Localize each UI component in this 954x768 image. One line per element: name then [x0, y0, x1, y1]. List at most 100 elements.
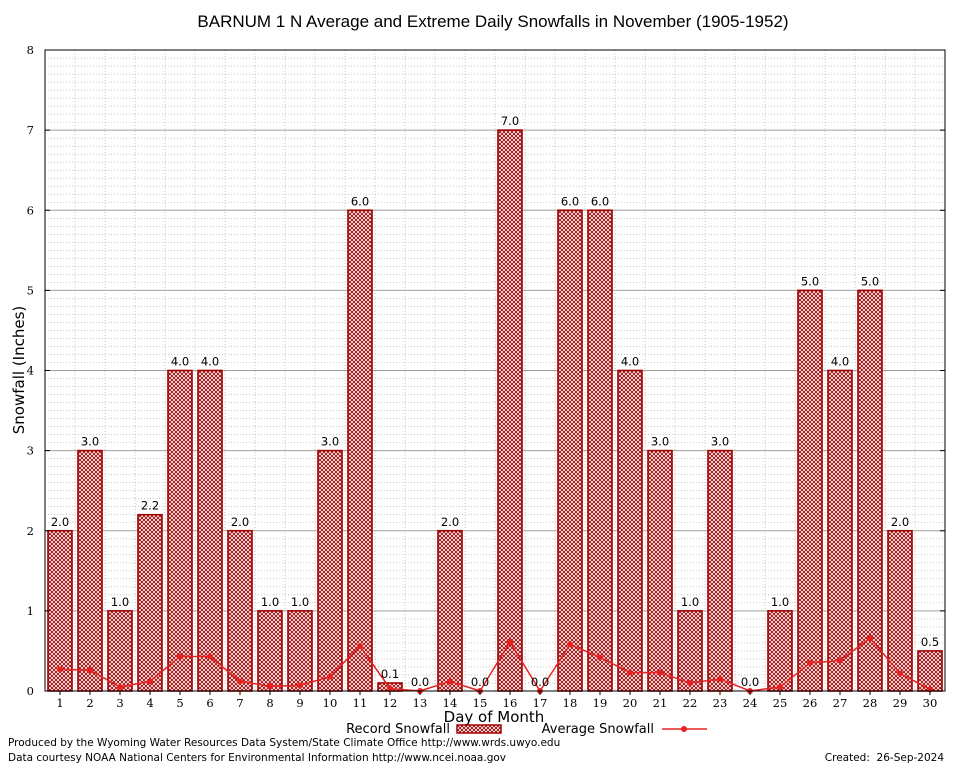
average-point [177, 653, 183, 660]
record-bar [227, 529, 253, 692]
average-point [207, 653, 213, 660]
average-point [807, 659, 813, 666]
bar-value-label: 6.0 [561, 194, 579, 208]
y-tick-label: 6 [27, 203, 34, 217]
bar-value-label: 4.0 [621, 355, 639, 369]
bar-value-label: 2.2 [141, 499, 159, 513]
bar-value-label: 1.0 [291, 595, 309, 609]
bar-value-label: 1.0 [771, 595, 789, 609]
bar-value-label: 2.0 [231, 515, 249, 529]
average-point [447, 678, 453, 685]
legend-average-label: Average Snowfall [542, 722, 654, 737]
record-bar [557, 209, 583, 692]
bar-value-label: 1.0 [681, 595, 699, 609]
footer-produced-by: Produced by the Wyoming Water Resources … [8, 737, 561, 749]
y-tick-label: 1 [27, 604, 34, 618]
bar-value-label: 1.0 [261, 595, 279, 609]
bar-value-labels: 2.0 3.0 1.0 2.2 4.0 4.0 2.0 1.0 1.0 3.0 6.0 0.1 0.0 2… [51, 114, 939, 689]
x-tick-label: 23 [713, 696, 728, 710]
x-tick-label: 24 [743, 696, 758, 710]
x-tick-label: 30 [923, 696, 938, 710]
x-tick-label: 11 [353, 696, 368, 710]
x-tick-label: 22 [683, 696, 698, 710]
legend-record-label: Record Snowfall [346, 722, 450, 737]
average-point [897, 670, 903, 677]
average-point [147, 678, 153, 685]
x-tick-label: 18 [563, 696, 578, 710]
chart-title: BARNUM 1 N Average and Extreme Daily Sno… [197, 12, 788, 31]
average-point [687, 679, 693, 686]
x-tick-label: 2 [86, 696, 93, 710]
x-tick-label: 1 [56, 696, 63, 710]
record-bar [77, 449, 103, 692]
bar-value-label: 0.0 [411, 675, 429, 689]
average-point [57, 666, 63, 673]
bar-value-label: 2.0 [441, 515, 459, 529]
x-tick-label: 20 [623, 696, 638, 710]
y-tick-label: 8 [27, 43, 34, 57]
legend-record-swatch [456, 724, 502, 734]
footer-courtesy: Data courtesy NOAA National Centers for … [8, 752, 507, 764]
average-point [327, 673, 333, 680]
record-bar [767, 610, 793, 692]
average-point [297, 682, 303, 689]
x-tick-label: 17 [533, 696, 548, 710]
record-bar [647, 449, 673, 692]
bar-value-label: 0.0 [531, 675, 549, 689]
average-point [777, 683, 783, 690]
x-tick-label: 15 [473, 696, 488, 710]
legend: Record Snowfall Average Snowfall [346, 722, 707, 737]
record-bar [617, 369, 643, 692]
record-bar [167, 369, 193, 692]
x-tick-label: 10 [323, 696, 338, 710]
x-axis-label: Day of Month [444, 708, 545, 726]
record-bar [257, 610, 283, 692]
bar-value-label: 3.0 [81, 435, 99, 449]
x-tick-label: 6 [206, 696, 213, 710]
bar-value-label: 0.0 [741, 675, 759, 689]
average-point [717, 675, 723, 682]
bar-value-label: 4.0 [831, 355, 849, 369]
record-bar [197, 369, 223, 692]
record-bar [827, 369, 853, 692]
bar-value-label: 0.1 [381, 667, 399, 681]
y-tick-label: 5 [27, 283, 34, 297]
bar-value-label: 0.0 [471, 675, 489, 689]
y-tick-label: 2 [27, 524, 34, 538]
y-tick-label: 3 [27, 444, 34, 458]
x-tick-label: 14 [443, 696, 458, 710]
bar-value-label: 0.5 [921, 635, 939, 649]
average-point [657, 669, 663, 676]
average-point [237, 678, 243, 685]
record-bar [107, 610, 133, 692]
y-tick-label: 7 [27, 123, 34, 137]
bar-value-label: 1.0 [111, 595, 129, 609]
average-point [357, 643, 363, 650]
average-point [837, 657, 843, 664]
y-tick-label: 4 [27, 364, 34, 378]
x-tick-label: 28 [863, 696, 878, 710]
x-tick-label: 29 [893, 696, 908, 710]
x-tick-label: 21 [653, 696, 668, 710]
average-point [267, 683, 273, 690]
average-line [57, 635, 933, 694]
bar-value-label: 3.0 [651, 435, 669, 449]
x-tick-label: 3 [116, 696, 123, 710]
bar-value-label: 7.0 [501, 114, 519, 128]
x-tick-label: 4 [146, 696, 153, 710]
x-tick-label: 5 [176, 696, 183, 710]
legend-average-marker [681, 726, 687, 732]
bar-value-label: 6.0 [351, 194, 369, 208]
record-bar [677, 610, 703, 692]
x-tick-label: 8 [266, 696, 273, 710]
record-bar [797, 289, 823, 692]
record-bar [317, 449, 343, 692]
bar-value-label: 5.0 [801, 274, 819, 288]
record-bar [347, 209, 373, 692]
average-point [87, 667, 93, 674]
x-tick-label: 9 [296, 696, 303, 710]
average-point [117, 683, 123, 690]
bar-value-label: 2.0 [891, 515, 909, 529]
